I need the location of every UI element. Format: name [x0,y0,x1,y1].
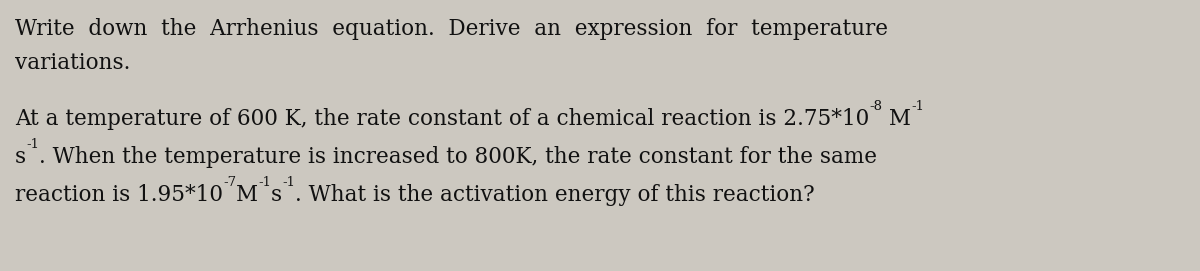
Text: At a temperature of 600 K, the rate constant of a chemical reaction is 2.75*10: At a temperature of 600 K, the rate cons… [14,108,869,130]
Text: -7: -7 [223,176,236,189]
Text: -1: -1 [911,100,924,113]
Text: -1: -1 [282,176,295,189]
Text: s: s [14,146,26,168]
Text: M: M [236,184,258,206]
Text: -1: -1 [258,176,271,189]
Text: s: s [271,184,282,206]
Text: -8: -8 [869,100,882,113]
Text: reaction is 1.95*10: reaction is 1.95*10 [14,184,223,206]
Text: . What is the activation energy of this reaction?: . What is the activation energy of this … [295,184,815,206]
Text: Write  down  the  Arrhenius  equation.  Derive  an  expression  for  temperature: Write down the Arrhenius equation. Deriv… [14,18,888,40]
Text: . When the temperature is increased to 800K, the rate constant for the same: . When the temperature is increased to 8… [40,146,877,168]
Text: -1: -1 [26,138,40,151]
Text: variations.: variations. [14,52,131,74]
Text: M: M [882,108,911,130]
